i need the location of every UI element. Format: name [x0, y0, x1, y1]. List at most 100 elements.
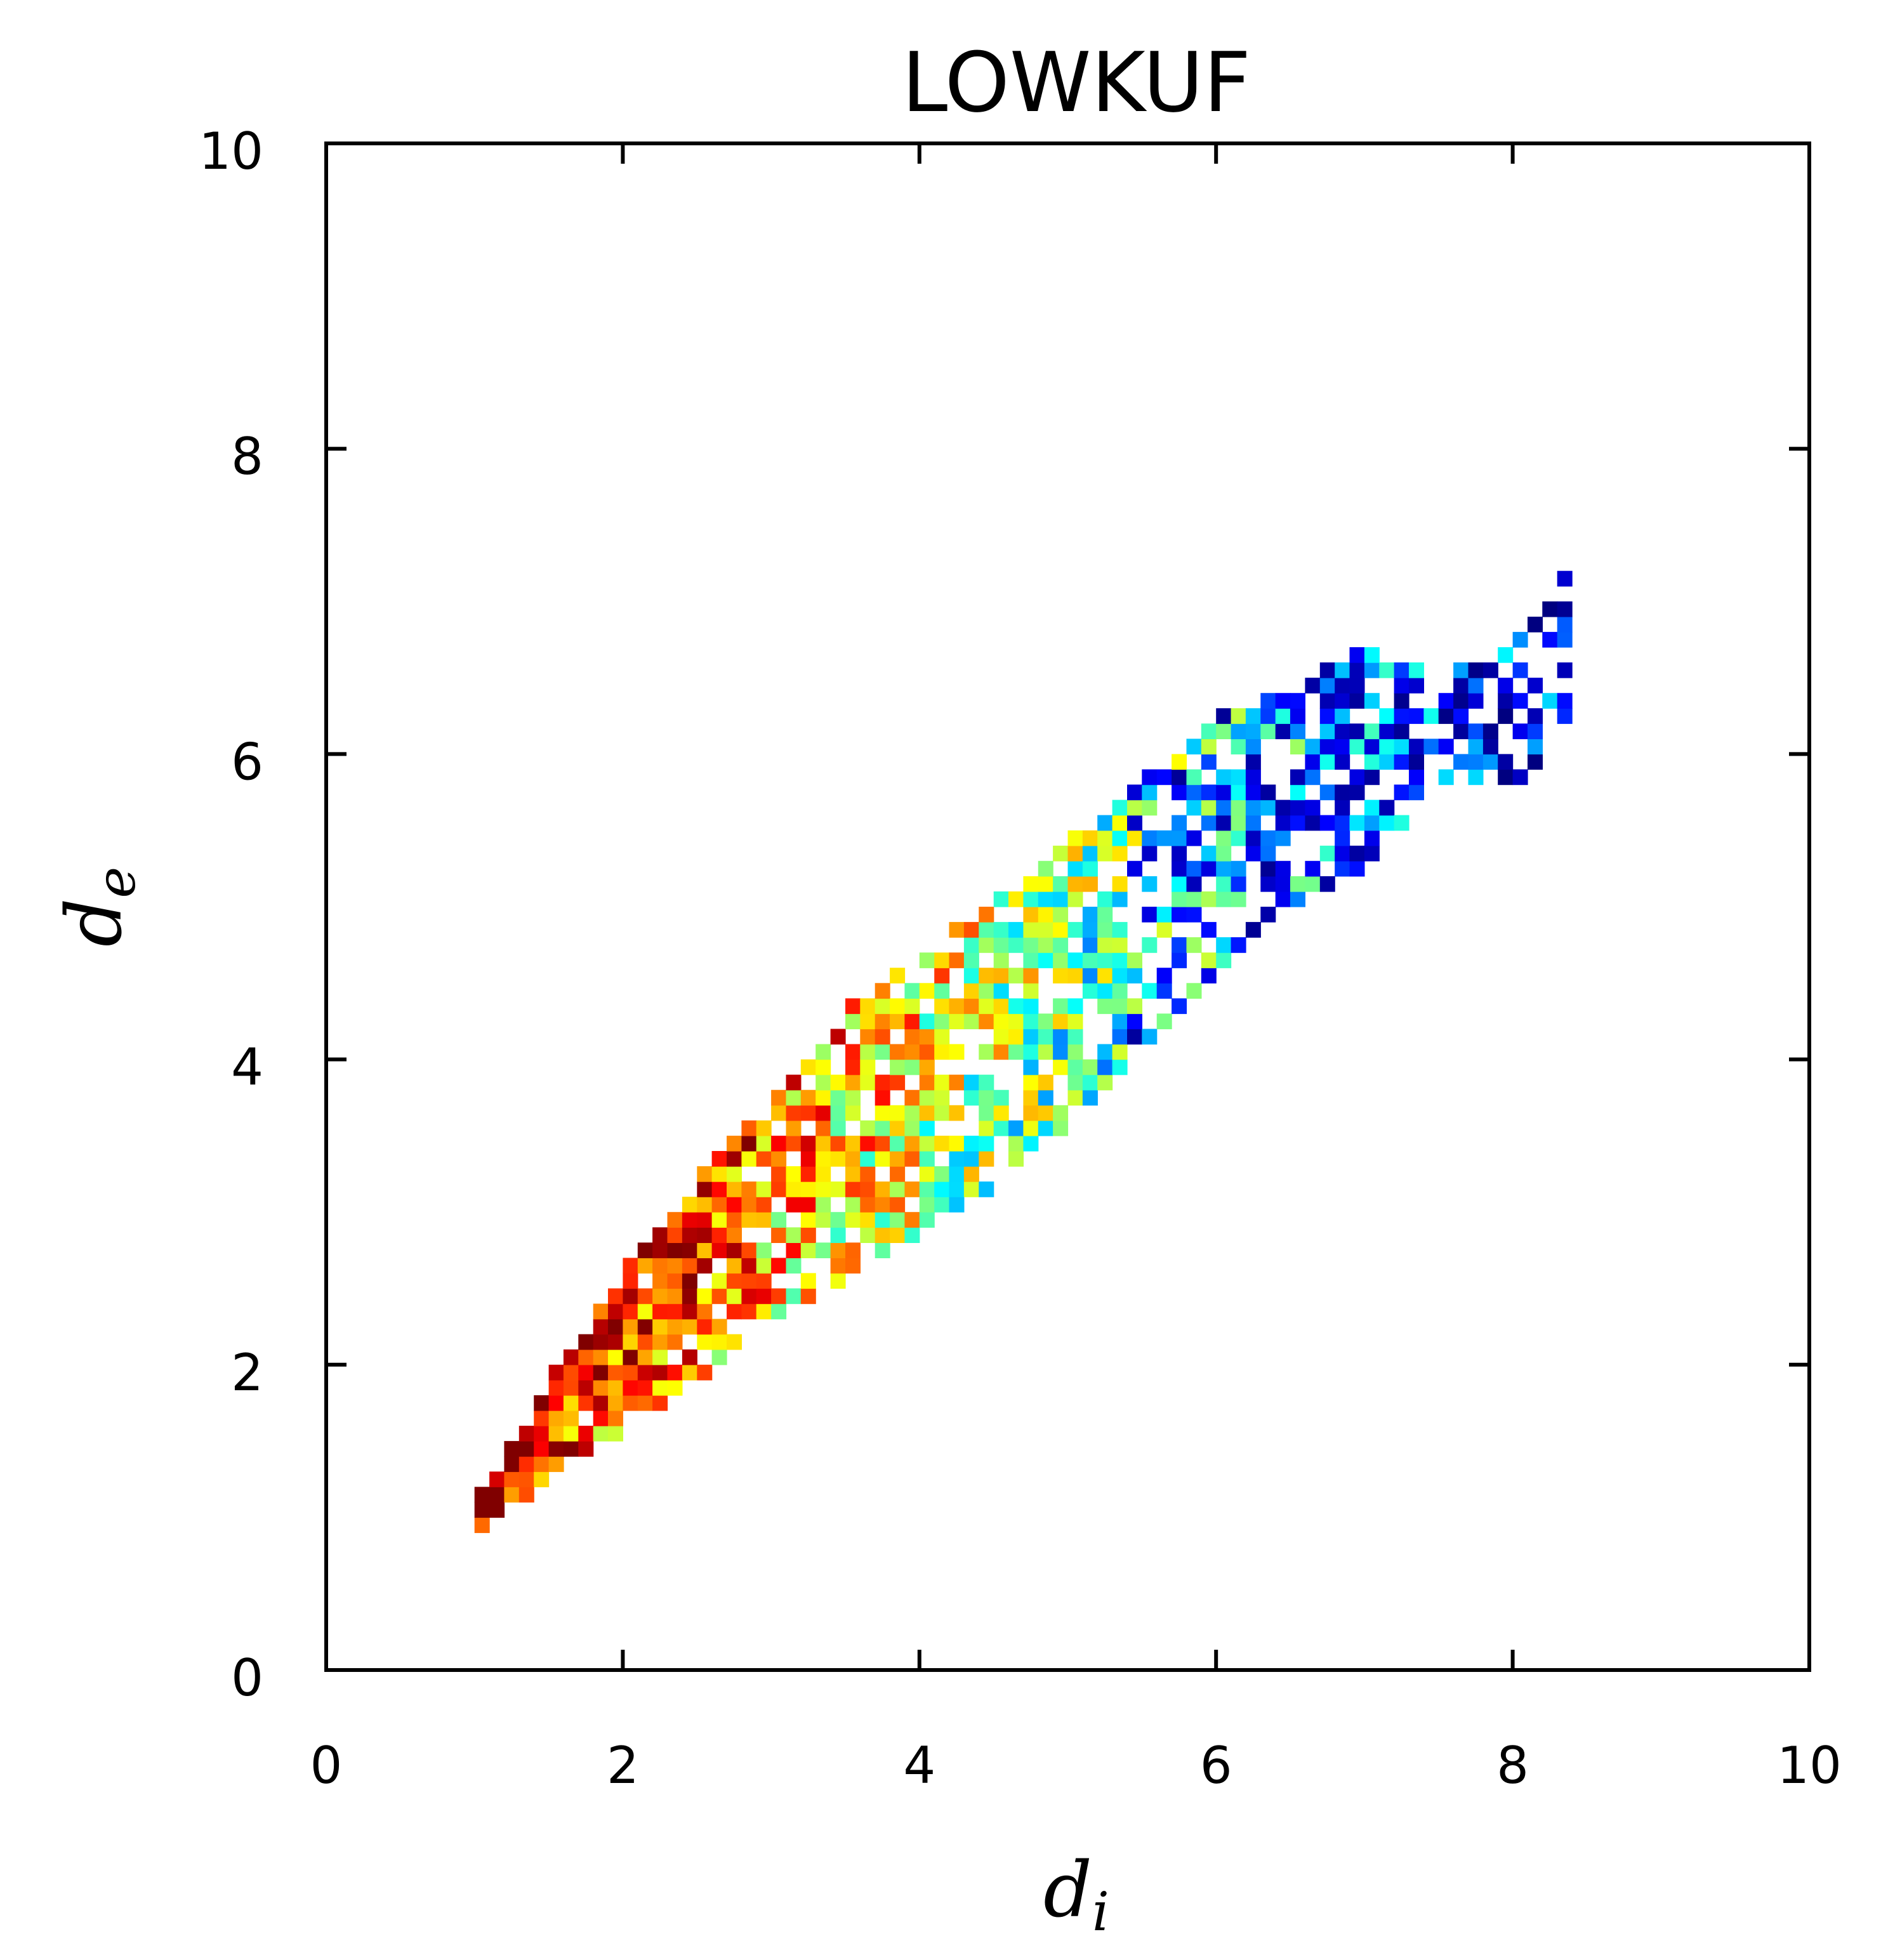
heatmap-cell	[1201, 739, 1217, 754]
heatmap-cell	[1364, 799, 1380, 816]
heatmap-cell	[890, 1151, 906, 1167]
heatmap-cell	[786, 1258, 802, 1274]
heatmap-cell	[741, 1273, 757, 1289]
heatmap-cell	[1260, 708, 1276, 724]
y-tick-label: 8	[231, 427, 263, 486]
heatmap-cell	[1468, 662, 1484, 678]
heatmap-cell	[1275, 693, 1291, 709]
heatmap-cell	[667, 1258, 683, 1274]
heatmap-cell	[1172, 845, 1187, 862]
heatmap-cell	[1231, 723, 1246, 739]
heatmap-cell	[1364, 662, 1380, 678]
heatmap-cell	[904, 1105, 920, 1121]
heatmap-cell	[682, 1349, 697, 1365]
heatmap-cell	[1231, 799, 1246, 816]
heatmap-cell	[1023, 876, 1039, 892]
x-tick-label: 0	[310, 1736, 343, 1795]
heatmap-cell	[815, 1197, 831, 1213]
heatmap-cell	[934, 1105, 950, 1121]
heatmap-cell	[1172, 754, 1187, 770]
heatmap-cell	[1453, 708, 1469, 724]
heatmap-cell	[1023, 968, 1039, 983]
heatmap-cell	[875, 1105, 890, 1121]
heatmap-cell	[1067, 922, 1083, 938]
heatmap-cell	[1468, 678, 1484, 694]
heatmap-cell	[667, 1303, 683, 1320]
heatmap-cell	[518, 1426, 534, 1442]
heatmap-cell	[623, 1364, 638, 1381]
heatmap-cell	[1186, 937, 1202, 953]
heatmap-cell	[1067, 1029, 1083, 1045]
heatmap-cell	[741, 1120, 757, 1136]
heatmap-cell	[1319, 815, 1335, 831]
heatmap-cell	[963, 937, 979, 953]
heatmap-cell	[1498, 754, 1514, 770]
heatmap-cell	[1528, 616, 1543, 633]
heatmap-cell	[1023, 1029, 1039, 1045]
heatmap-cell	[1275, 876, 1291, 892]
heatmap-cell	[623, 1349, 638, 1365]
heatmap-cell	[1127, 968, 1142, 983]
heatmap-cell	[548, 1456, 564, 1472]
heatmap-cell	[786, 1181, 802, 1197]
heatmap-cell	[1260, 693, 1276, 709]
heatmap-cell	[845, 1242, 861, 1258]
heatmap-cell	[1172, 815, 1187, 831]
heatmap-cell	[637, 1303, 653, 1320]
heatmap-cell	[504, 1487, 520, 1503]
heatmap-cell	[637, 1379, 653, 1396]
heatmap-cell	[1409, 662, 1424, 678]
heatmap-cell	[979, 1135, 994, 1152]
heatmap-cell	[1142, 876, 1158, 892]
heatmap-cell	[875, 1044, 890, 1060]
heatmap-cell	[875, 1181, 890, 1197]
heatmap-cell	[1008, 937, 1024, 953]
heatmap-cell	[652, 1379, 668, 1396]
heatmap-cell	[845, 1181, 861, 1197]
heatmap-cell	[756, 1303, 772, 1320]
heatmap-cell	[1038, 1044, 1053, 1060]
heatmap-cell	[949, 1013, 965, 1030]
heatmap-cell	[1498, 708, 1514, 724]
heatmap-cell	[949, 922, 965, 938]
heatmap-cell	[949, 1197, 965, 1213]
heatmap-cell	[1335, 678, 1350, 694]
heatmap-cell	[1557, 693, 1573, 709]
heatmap-cell	[1082, 937, 1098, 953]
heatmap-cell	[1201, 799, 1217, 816]
heatmap-cell	[1172, 891, 1187, 907]
heatmap-cell	[667, 1273, 683, 1289]
heatmap-cell	[1112, 1013, 1128, 1030]
heatmap-cell	[652, 1395, 668, 1411]
heatmap-cell	[1097, 968, 1113, 983]
x-tick-label: 10	[1777, 1736, 1842, 1795]
heatmap-cell	[830, 1120, 846, 1136]
heatmap-cell	[1172, 769, 1187, 786]
heatmap-cell	[1290, 693, 1305, 709]
heatmap-cell	[993, 968, 1009, 983]
heatmap-cell	[727, 1288, 742, 1305]
heatmap-cell	[1498, 647, 1514, 663]
heatmap-cell	[815, 1044, 831, 1060]
heatmap-cell	[534, 1456, 550, 1472]
heatmap-cell	[875, 1089, 890, 1106]
heatmap-cell	[800, 1059, 816, 1075]
heatmap-cell	[1231, 708, 1246, 724]
heatmap-cell	[1082, 952, 1098, 968]
heatmap-cell	[993, 1044, 1009, 1060]
heatmap-cell	[697, 1181, 713, 1197]
heatmap-cell	[963, 1135, 979, 1152]
heatmap-cell	[1245, 769, 1261, 786]
heatmap-cell	[711, 1319, 727, 1335]
heatmap-cell	[815, 1212, 831, 1228]
heatmap-cell	[727, 1197, 742, 1213]
heatmap-cell	[830, 1074, 846, 1091]
y-tick-label: 6	[231, 732, 263, 791]
heatmap-cell	[1216, 769, 1232, 786]
heatmap-cell	[1409, 708, 1424, 724]
heatmap-cell	[563, 1364, 579, 1381]
heatmap-cell	[756, 1197, 772, 1213]
heatmap-cell	[1528, 754, 1543, 770]
heatmap-cell	[1201, 815, 1217, 831]
heatmap-cell	[1335, 723, 1350, 739]
